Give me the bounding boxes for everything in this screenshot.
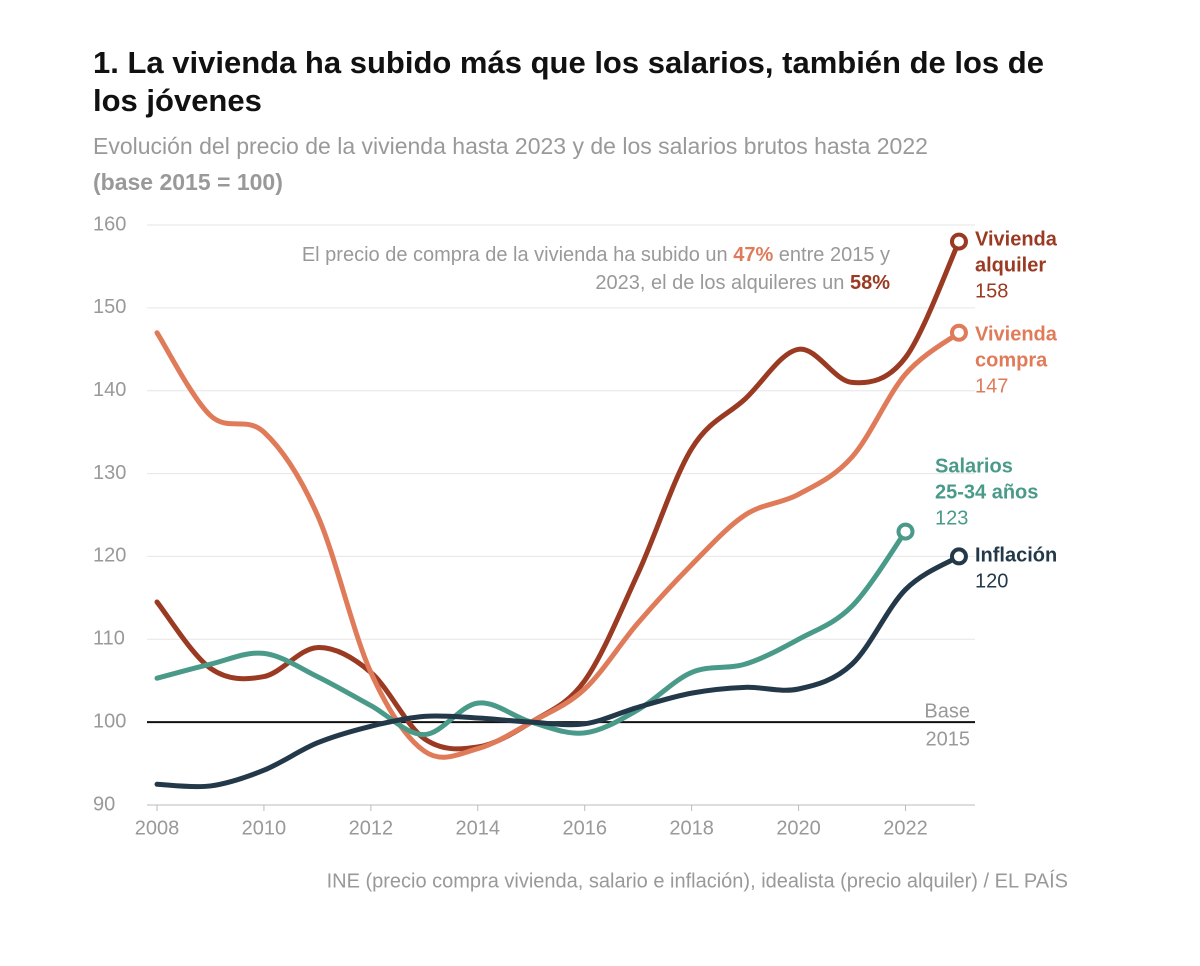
y-tick-label: 140 [93, 379, 126, 401]
x-tick-label: 2012 [349, 817, 394, 839]
y-tick-label: 90 [93, 793, 115, 815]
series-line [154, 239, 962, 752]
series-line [154, 553, 962, 790]
end-marker [949, 232, 968, 251]
annotation: El precio de compra de la vivienda ha su… [302, 244, 890, 266]
end-marker [896, 522, 915, 541]
subtitle: Evolución del precio de la vivienda hast… [93, 133, 928, 159]
annotation-part: 47% [733, 244, 773, 266]
subtitle-block: Evolución del precio de la vivienda hast… [93, 128, 1093, 200]
x-tick-label: 2014 [456, 817, 501, 839]
y-tick-label: 160 [93, 213, 126, 235]
series-label: 25-34 años [935, 481, 1038, 503]
annotation-part: El precio de compra de la vivienda ha su… [302, 244, 733, 266]
x-tick-label: 2008 [135, 817, 180, 839]
end-value-label: 158 [975, 280, 1008, 302]
x-tick-label: 2022 [883, 817, 928, 839]
series-label: Salarios [935, 455, 1013, 477]
annotation: 2023, el de los alquileres un 58% [595, 272, 890, 294]
y-tick-label: 110 [93, 628, 125, 650]
source: INE (precio compra vivienda, salario e i… [327, 869, 1068, 892]
series-label: compra [975, 349, 1048, 371]
series-label: Vivienda [975, 228, 1058, 250]
reference-label: 2015 [926, 728, 971, 750]
x-tick-label: 2020 [776, 817, 821, 839]
subtitle-bold: (base 2015 = 100) [93, 169, 283, 195]
chart-title: 1. La vivienda ha subido más que los sal… [93, 45, 1044, 118]
end-value-label: 147 [975, 375, 1008, 397]
annotation-part: entre 2015 y [773, 244, 890, 266]
end-marker [949, 547, 968, 566]
series-line [154, 330, 962, 760]
series-label: Vivienda [975, 323, 1058, 345]
y-tick-label: 150 [93, 296, 126, 318]
annotation-part: 2023, el de los alquileres un [595, 272, 850, 294]
x-tick-label: 2016 [562, 817, 607, 839]
end-value-label: 120 [975, 570, 1008, 592]
series-label: Inflación [975, 544, 1057, 566]
series-line [154, 529, 908, 738]
x-tick-label: 2018 [669, 817, 714, 839]
y-tick-label: 100 [93, 710, 126, 732]
end-marker [949, 323, 968, 342]
series-label: alquiler [975, 254, 1046, 276]
x-tick-label: 2010 [242, 817, 287, 839]
y-tick-label: 130 [93, 462, 126, 484]
reference-label: Base [924, 700, 970, 722]
y-tick-label: 120 [93, 545, 126, 567]
end-value-label: 123 [935, 507, 968, 529]
annotation-part: 58% [850, 272, 890, 294]
